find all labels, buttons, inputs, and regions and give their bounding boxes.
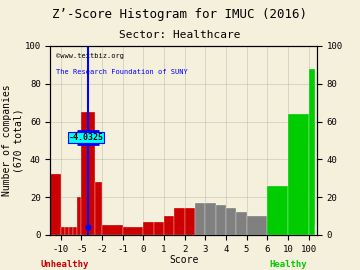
Text: ©www.textbiz.org: ©www.textbiz.org [56, 53, 124, 59]
Bar [50, 174, 61, 235]
Text: -4.0325: -4.0325 [68, 133, 103, 142]
Bar [185, 208, 195, 235]
Bar [102, 225, 123, 235]
X-axis label: Score: Score [169, 255, 198, 265]
Text: Z’-Score Histogram for IMUC (2016): Z’-Score Histogram for IMUC (2016) [53, 8, 307, 21]
Bar [288, 114, 309, 235]
Bar [95, 182, 102, 235]
Bar [69, 227, 73, 235]
Bar [205, 203, 216, 235]
Bar [309, 69, 315, 235]
Bar [81, 112, 88, 235]
Text: Unhealthy: Unhealthy [41, 260, 89, 269]
Bar [77, 197, 81, 235]
Text: The Research Foundation of SUNY: The Research Foundation of SUNY [56, 69, 188, 75]
Text: Healthy: Healthy [269, 260, 307, 269]
Bar [195, 203, 205, 235]
Bar [267, 186, 288, 235]
Bar [73, 227, 77, 235]
Bar [88, 112, 95, 235]
Y-axis label: Number of companies
(670 total): Number of companies (670 total) [1, 85, 23, 196]
Bar [123, 227, 143, 235]
Bar [226, 208, 236, 235]
Bar [154, 222, 164, 235]
Bar [61, 227, 65, 235]
Bar [247, 216, 267, 235]
Bar [164, 216, 174, 235]
Bar [143, 222, 154, 235]
Bar [216, 205, 226, 235]
Text: Sector: Healthcare: Sector: Healthcare [119, 30, 241, 40]
Bar [236, 212, 247, 235]
Bar [174, 208, 185, 235]
Bar [65, 227, 69, 235]
